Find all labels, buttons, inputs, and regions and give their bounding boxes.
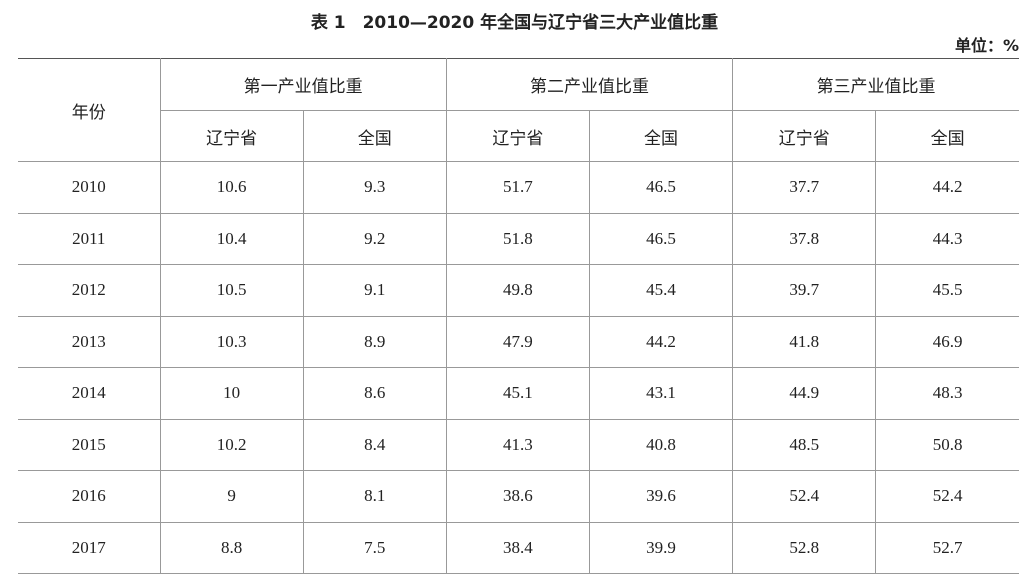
- value-cell: 52.4: [875, 470, 1019, 523]
- value-cell: 48.5: [732, 419, 876, 471]
- value-cell: 37.8: [732, 213, 876, 265]
- table-row: 2014 10 8.6 45.1 43.1 44.9 48.3: [18, 367, 1019, 420]
- value-cell: 38.6: [445, 470, 590, 523]
- value-cell: 9: [159, 470, 304, 523]
- year-cell: 2016: [18, 470, 160, 523]
- value-cell: 45.5: [875, 264, 1019, 317]
- value-cell: 41.8: [732, 316, 876, 368]
- value-cell: 46.9: [875, 316, 1019, 368]
- table-row: 2016 9 8.1 38.6 39.6 52.4 52.4: [18, 470, 1019, 523]
- value-cell: 7.5: [302, 522, 447, 574]
- value-cell: 8.8: [159, 522, 304, 574]
- value-cell: 41.3: [445, 419, 590, 471]
- value-cell: 52.4: [732, 470, 876, 523]
- table-row: 2015 10.2 8.4 41.3 40.8 48.5 50.8: [18, 419, 1019, 471]
- value-cell: 10.5: [159, 264, 304, 317]
- value-cell: 9.1: [302, 264, 447, 317]
- subheader: 辽宁省: [732, 110, 876, 162]
- value-cell: 52.8: [732, 522, 876, 574]
- table-header: 年份 第一产业值比重 第二产业值比重 第三产业值比重 辽宁省 全国 辽宁省 全国 辽宁省 全国: [18, 58, 1019, 162]
- value-cell: 37.7: [732, 161, 876, 214]
- value-cell: 44.2: [588, 316, 733, 368]
- value-cell: 51.7: [445, 161, 590, 214]
- group-header: 第一产业值比重: [159, 58, 447, 111]
- subheader: 全国: [875, 110, 1019, 162]
- value-cell: 10.4: [159, 213, 304, 265]
- table-body: 2010 10.6 9.3 51.7 46.5 37.7 44.2 2011 10.4 9.2 51…: [18, 161, 1019, 574]
- value-cell: 52.7: [875, 522, 1019, 574]
- value-cell: 44.3: [875, 213, 1019, 265]
- year-cell: 2014: [18, 367, 160, 420]
- value-cell: 8.1: [302, 470, 447, 523]
- table-row: 2017 8.8 7.5 38.4 39.9 52.8 52.7: [18, 522, 1019, 574]
- group-header: 第三产业值比重: [732, 58, 1019, 111]
- subheader: 全国: [302, 110, 447, 162]
- value-cell: 48.3: [875, 367, 1019, 420]
- unit-label: 单位：%: [954, 36, 1019, 55]
- value-cell: 47.9: [445, 316, 590, 368]
- value-cell: 46.5: [588, 213, 733, 265]
- subheader-row: 辽宁省 全国 辽宁省 全国 辽宁省 全国: [18, 110, 1019, 162]
- value-cell: 9.3: [302, 161, 447, 214]
- subheader: 辽宁省: [159, 110, 304, 162]
- value-cell: 8.4: [302, 419, 447, 471]
- value-cell: 10: [159, 367, 304, 420]
- year-cell: 2010: [18, 161, 160, 214]
- value-cell: 8.6: [302, 367, 447, 420]
- year-cell: 2017: [18, 522, 160, 574]
- value-cell: 43.1: [588, 367, 733, 420]
- table-row: 2010 10.6 9.3 51.7 46.5 37.7 44.2: [18, 161, 1019, 214]
- table-row: 2011 10.4 9.2 51.8 46.5 37.8 44.3: [18, 213, 1019, 265]
- table-title: 表 1 2010—2020 年全国与辽宁省三大产业值比重: [310, 13, 719, 33]
- subheader: 全国: [588, 110, 733, 162]
- table-row: 2012 10.5 9.1 49.8 45.4 39.7 45.5: [18, 264, 1019, 317]
- value-cell: 8.9: [302, 316, 447, 368]
- year-cell: 2011: [18, 213, 160, 265]
- value-cell: 51.8: [445, 213, 590, 265]
- value-cell: 45.1: [445, 367, 590, 420]
- value-cell: 39.9: [588, 522, 733, 574]
- data-table: 年份 第一产业值比重 第二产业值比重 第三产业值比重 辽宁省 全国 辽宁省 全国 辽宁省 全国…: [18, 58, 1019, 574]
- year-cell: 2013: [18, 316, 160, 368]
- value-cell: 50.8: [875, 419, 1019, 471]
- value-cell: 44.9: [732, 367, 876, 420]
- year-cell: 2015: [18, 419, 160, 471]
- value-cell: 10.3: [159, 316, 304, 368]
- year-header: 年份: [18, 58, 160, 162]
- value-cell: 10.2: [159, 419, 304, 471]
- year-cell: 2012: [18, 264, 160, 317]
- value-cell: 44.2: [875, 161, 1019, 214]
- value-cell: 39.7: [732, 264, 876, 317]
- header-row: 年份 第一产业值比重 第二产业值比重 第三产业值比重: [18, 58, 1019, 162]
- table-row: 2013 10.3 8.9 47.9 44.2 41.8 46.9: [18, 316, 1019, 368]
- value-cell: 45.4: [588, 264, 733, 317]
- value-cell: 10.6: [159, 161, 304, 214]
- group-header: 第二产业值比重: [445, 58, 733, 111]
- value-cell: 46.5: [588, 161, 733, 214]
- value-cell: 39.6: [588, 470, 733, 523]
- value-cell: 38.4: [445, 522, 590, 574]
- value-cell: 9.2: [302, 213, 447, 265]
- subheader: 辽宁省: [445, 110, 590, 162]
- value-cell: 40.8: [588, 419, 733, 471]
- value-cell: 49.8: [445, 264, 590, 317]
